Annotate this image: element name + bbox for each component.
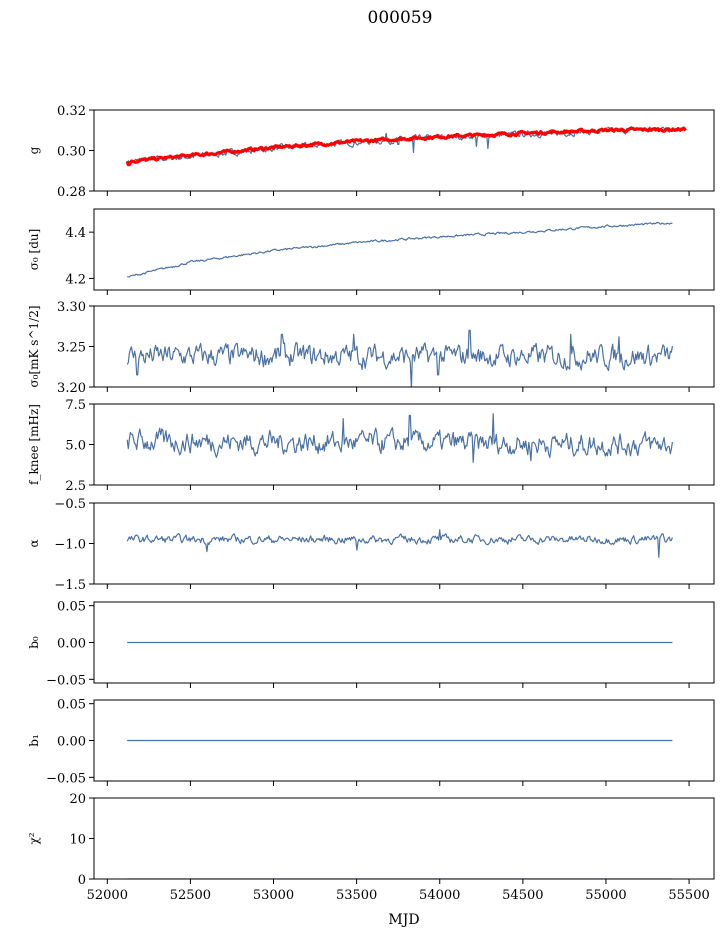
y-tick-label-alpha: −1.0	[54, 538, 86, 553]
axes-frame-alpha	[93, 502, 715, 585]
panel-sigma0-du: 4.2 4.4 σ₀ [du]	[27, 208, 715, 295]
axes-frame-g	[93, 109, 715, 192]
axes-frame-sigma0-du	[93, 208, 715, 291]
y-tick-label-b0: −0.05	[46, 673, 86, 688]
series-line-alpha-0	[126, 529, 673, 558]
panel-sigma0-mk: 3.20 3.25 3.30 σ₀[mK s^1/2]	[27, 300, 715, 396]
y-tick-label-sigma0-du: 4.4	[65, 226, 86, 241]
x-tick-label: 55000	[585, 888, 626, 903]
y-tick-label-g: 0.32	[57, 104, 86, 119]
y-axis-label-alpha: α	[27, 539, 41, 547]
axes-frame-chi2	[93, 797, 715, 880]
x-tick-label: 53000	[253, 888, 294, 903]
panel-b1: −0.05 0.00 0.05 b₁	[27, 698, 715, 786]
panel-alpha: −1.5 −1.0 −0.5 α	[27, 497, 715, 593]
y-axis-label-chi2: χ²	[27, 832, 41, 844]
panels-container: 0.28 0.30 0.32 g 4.2 4.4 σ₀ [du] 3.20 3.25 3.30 σ₀…	[27, 104, 715, 903]
axes-frame-sigma0-mk	[93, 305, 715, 388]
y-tick-label-b1: 0.00	[57, 735, 86, 750]
figure-title: 000059	[368, 8, 433, 28]
y-tick-label-sigma0-du: 4.2	[65, 272, 86, 287]
y-tick-label-fknee: 2.5	[65, 479, 86, 494]
y-axis-label-b1: b₁	[27, 734, 41, 747]
y-axis-label-fknee: f_knee [mHz]	[27, 404, 41, 485]
series-line-fknee-0	[126, 413, 673, 463]
x-tick-label: 53500	[336, 888, 377, 903]
panel-fknee: 2.5 5.0 7.5 f_knee [mHz]	[27, 398, 715, 494]
y-tick-label-alpha: −1.5	[54, 578, 86, 593]
y-tick-label-fknee: 7.5	[65, 398, 86, 413]
panel-b0: −0.05 0.00 0.05 b₀	[27, 600, 715, 688]
y-axis-label-b0: b₀	[27, 636, 41, 649]
x-tick-label: 55500	[668, 888, 709, 903]
y-tick-label-fknee: 5.0	[65, 439, 86, 454]
y-tick-label-sigma0-mk: 3.30	[57, 300, 86, 315]
y-tick-label-b0: 0.05	[57, 600, 86, 615]
x-tick-label: 54000	[419, 888, 460, 903]
y-axis-label-g: g	[27, 146, 41, 154]
y-tick-label-sigma0-mk: 3.20	[57, 381, 86, 396]
y-tick-label-b1: −0.05	[46, 771, 86, 786]
x-tick-label: 54500	[502, 888, 543, 903]
series-line-sigma0-du-0	[127, 221, 673, 278]
y-axis-label-sigma0-mk: σ₀[mK s^1/2]	[27, 305, 41, 387]
x-tick-label: 52500	[170, 888, 211, 903]
y-tick-label-b0: 0.00	[57, 637, 86, 652]
y-axis-label-sigma0-du: σ₀ [du]	[27, 229, 41, 271]
y-tick-label-g: 0.28	[57, 185, 86, 200]
x-tick-label: 52000	[87, 888, 128, 903]
panel-g: 0.28 0.30 0.32 g	[27, 104, 715, 200]
y-tick-label-chi2: 0	[78, 873, 86, 888]
x-axis-label: MJD	[388, 912, 419, 928]
series-line-g-1	[125, 126, 687, 167]
y-tick-label-sigma0-mk: 3.25	[57, 341, 86, 356]
y-tick-label-g: 0.30	[57, 145, 86, 160]
y-tick-label-b1: 0.05	[57, 698, 86, 713]
y-tick-label-alpha: −0.5	[54, 497, 86, 512]
y-tick-label-chi2: 20	[69, 792, 86, 807]
y-tick-label-chi2: 10	[69, 833, 86, 848]
series-line-sigma0-mk-0	[126, 329, 673, 387]
panel-chi2: 0 10 20 52000 52500 53000 53500 54000 54500 55000…	[27, 792, 715, 903]
